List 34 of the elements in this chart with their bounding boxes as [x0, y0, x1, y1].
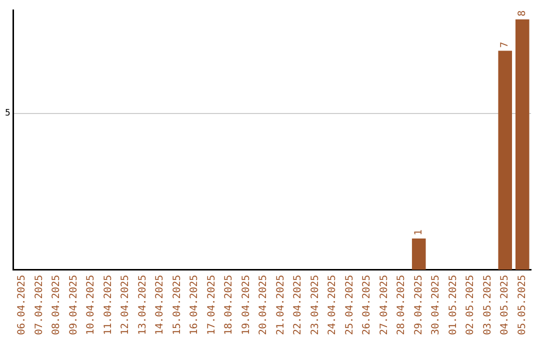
x-tick-label: 14.04.2025	[154, 274, 166, 336]
x-tick-label: 16.04.2025	[189, 274, 200, 336]
x-tick-label: 17.04.2025	[206, 274, 218, 336]
x-tick-label: 18.04.2025	[224, 274, 235, 336]
x-tick-label: 06.04.2025	[16, 274, 28, 336]
x-tick-label: 29.04.2025	[413, 274, 424, 336]
x-tick-label: 13.04.2025	[137, 274, 148, 336]
x-tick-label: 24.04.2025	[327, 274, 338, 336]
data-label: 7	[500, 42, 511, 48]
x-tick-label: 26.04.2025	[362, 274, 373, 336]
x-tick-label: 04.05.2025	[500, 274, 511, 336]
x-tick-label: 12.04.2025	[120, 274, 132, 336]
x-tick-label: 27.04.2025	[378, 274, 390, 336]
x-tick-label: 28.04.2025	[396, 274, 408, 336]
data-label: 1	[413, 229, 424, 236]
x-tick-label: 15.04.2025	[172, 274, 183, 336]
x-tick-label: 11.04.2025	[102, 274, 114, 336]
x-tick-label: 09.04.2025	[68, 274, 80, 336]
y-tick-label: 5	[4, 108, 10, 119]
x-tick-label: 30.04.2025	[430, 274, 442, 336]
x-tick-label: 23.04.2025	[310, 274, 321, 336]
x-tick-label: 10.04.2025	[86, 274, 97, 336]
x-tick-label: 21.04.2025	[275, 274, 286, 336]
x-tick-label: 19.04.2025	[240, 274, 252, 336]
x-tick-label: 20.04.2025	[258, 274, 270, 336]
x-tick-label: 01.05.2025	[448, 274, 459, 336]
x-tick-label: 25.04.2025	[344, 274, 356, 336]
x-tick-label: 07.04.2025	[34, 274, 45, 336]
x-tick-label: 08.04.2025	[51, 274, 62, 336]
x-tick-label: 22.04.2025	[292, 274, 304, 336]
x-tick-label: 02.05.2025	[465, 274, 476, 336]
x-tick-label: 05.05.2025	[516, 274, 528, 336]
data-label: 8	[516, 10, 528, 16]
x-tick-label: 03.05.2025	[482, 274, 494, 336]
